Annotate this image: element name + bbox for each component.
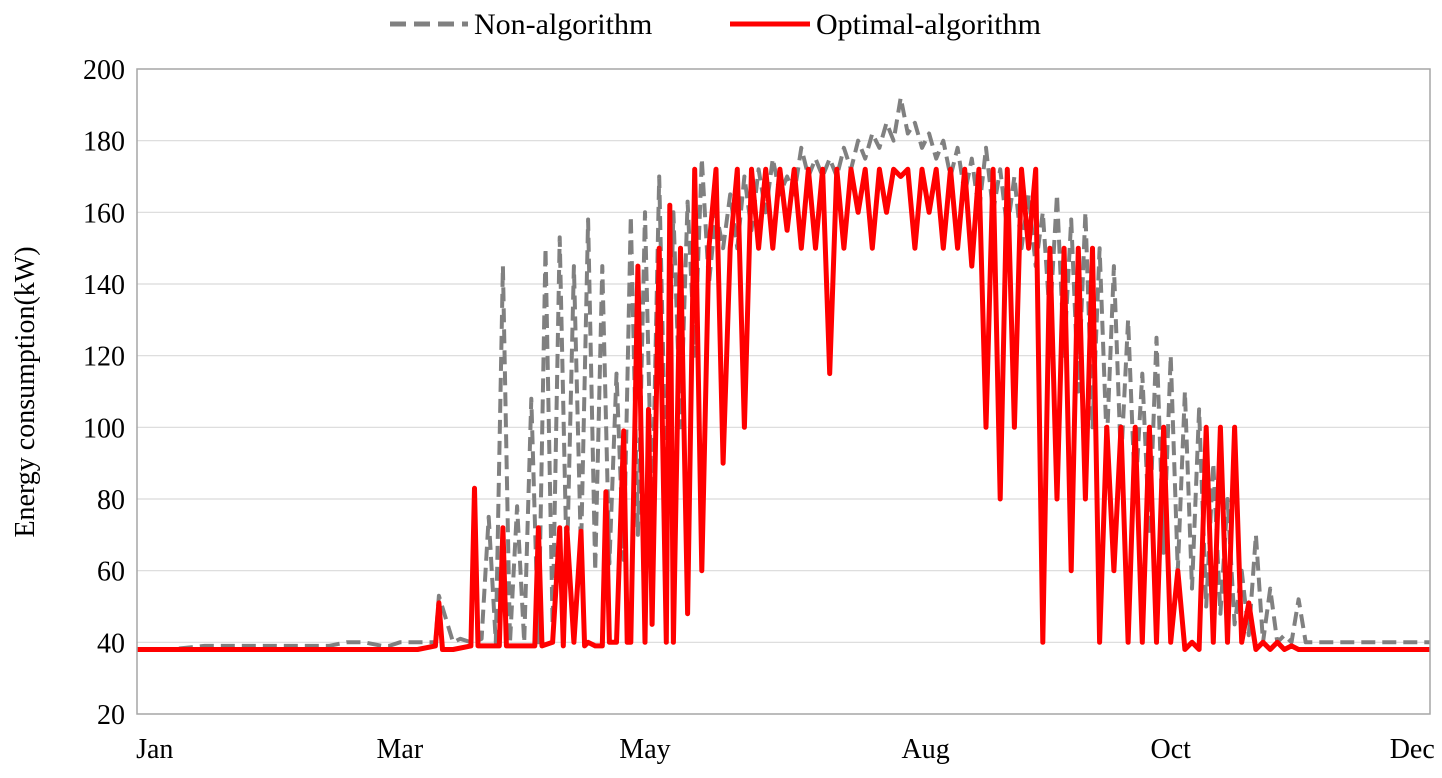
legend: Non-algorithm Optimal-algorithm bbox=[390, 8, 1041, 41]
y-tick-label-120: 120 bbox=[83, 342, 125, 373]
y-tick-label-180: 180 bbox=[83, 127, 125, 158]
x-axis-tick-labels: Jan Mar May Aug Oct Dec bbox=[136, 734, 1435, 765]
y-tick-label-100: 100 bbox=[83, 413, 125, 444]
x-tick-label-dec: Dec bbox=[1390, 734, 1435, 765]
series-layer bbox=[137, 95, 1430, 652]
series-line-optimal-algorithm bbox=[137, 166, 1430, 652]
legend-label-non-algorithm: Non-algorithm bbox=[474, 8, 652, 41]
plot-frame bbox=[136, 68, 1431, 715]
y-tick-label-160: 160 bbox=[83, 198, 125, 229]
y-tick-label-40: 40 bbox=[97, 628, 125, 659]
y-axis-tick-labels: 20 40 60 80 100 120 140 160 180 200 bbox=[83, 55, 125, 731]
legend-label-optimal-algorithm: Optimal-algorithm bbox=[816, 8, 1041, 41]
y-tick-label-80: 80 bbox=[97, 485, 125, 516]
y-tick-label-60: 60 bbox=[97, 557, 125, 588]
x-tick-label-may: May bbox=[619, 734, 670, 765]
x-tick-label-oct: Oct bbox=[1150, 734, 1191, 765]
x-tick-label-mar: Mar bbox=[377, 734, 424, 765]
x-tick-label-jan: Jan bbox=[136, 734, 173, 765]
y-tick-label-20: 20 bbox=[97, 700, 125, 731]
y-axis-title: Energy consumption(kW) bbox=[10, 246, 41, 537]
y-tick-label-200: 200 bbox=[83, 55, 125, 86]
x-tick-label-aug: Aug bbox=[901, 734, 949, 765]
y-tick-label-140: 140 bbox=[83, 270, 125, 301]
